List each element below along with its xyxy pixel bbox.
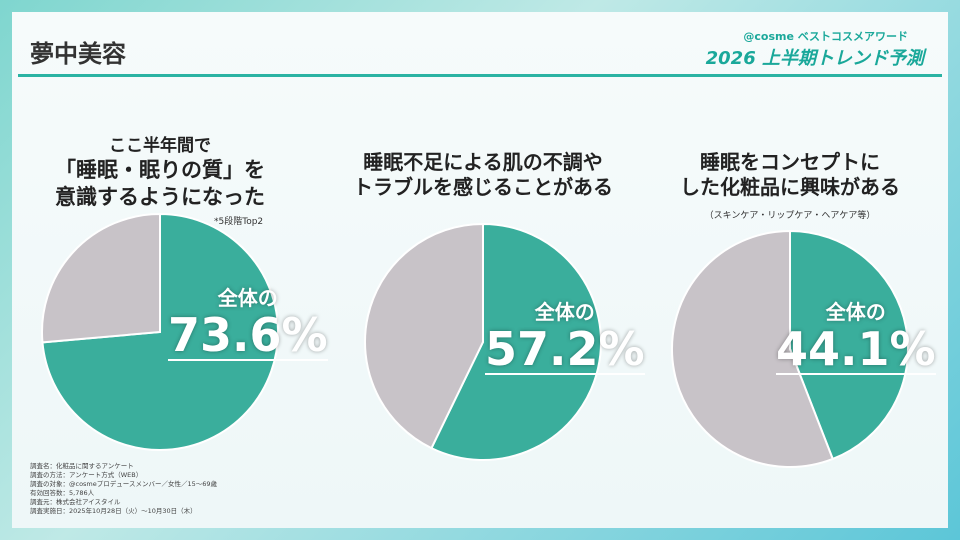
pie-slice-yes <box>789 229 909 461</box>
pie-slice-yes <box>430 222 602 461</box>
brand-line: @cosme ベストコスメアワード <box>743 30 908 43</box>
question-line: 意識するようになった <box>55 184 265 209</box>
pie-slice-other <box>41 212 161 344</box>
value-text: 44.1% <box>776 322 936 376</box>
survey-line: 調査実施日：2025年10月28日（火）～10月30日（木） <box>30 507 197 516</box>
value-label-3: 全体の 44.1% <box>776 296 936 376</box>
survey-line: 調査の対象：@cosmeプロデュースメンバー／女性／15～69歳 <box>30 480 217 489</box>
survey-line: 調査の方法：アンケート方式（WEB） <box>30 471 143 480</box>
pie-slice-other <box>364 222 484 450</box>
pie-slice-other <box>671 229 835 468</box>
brand-logo: @cosme ベストコスメアワード 2026 上半期トレンド予測 <box>706 28 924 70</box>
label-prefix: 全体の <box>534 300 595 324</box>
header-divider <box>18 74 942 77</box>
survey-line: 調査元：株式会社アイスタイル <box>30 498 121 507</box>
value-text: 57.2% <box>485 322 645 376</box>
question-line: 睡眠不足による肌の不調や <box>363 150 603 174</box>
question-line: 「睡眠・眠りの質」を <box>55 158 265 183</box>
pie-chart-3 <box>671 229 909 468</box>
value-text: 73.6% <box>168 308 328 362</box>
question-line: した化粧品に興味がある <box>680 175 900 199</box>
question-3: 睡眠をコンセプトに した化粧品に興味がある <box>650 150 930 200</box>
value-label-2: 全体の 57.2% <box>485 296 645 376</box>
footnote: （スキンケア・リップケア・ヘアケア等） <box>704 211 876 221</box>
question-line: 睡眠をコンセプトに <box>700 150 880 174</box>
pie-chart-2 <box>364 222 602 461</box>
pie-chart-1 <box>41 212 279 451</box>
question-2: 睡眠不足による肌の不調や トラブルを感じることがある <box>323 150 643 200</box>
survey-info: 調査名：化粧品に関するアンケート 調査の方法：アンケート方式（WEB） 調査の対… <box>30 462 217 517</box>
question-line: トラブルを感じることがある <box>353 175 613 199</box>
page-title: 夢中美容 <box>30 40 126 68</box>
question-1: ここ半年間で 「睡眠・眠りの質」を 意識するようになった <box>40 136 280 210</box>
value-label-1: 全体の 73.6% <box>168 282 328 362</box>
footnote: *5段階Top2 <box>214 217 264 227</box>
label-prefix: 全体の <box>217 286 278 310</box>
brand-title: 2026 上半期トレンド予測 <box>705 48 924 69</box>
survey-line: 調査名：化粧品に関するアンケート <box>30 462 134 470</box>
question-line: ここ半年間で <box>109 136 211 156</box>
label-prefix: 全体の <box>825 300 886 324</box>
survey-line: 有効回答数：5,786人 <box>30 489 95 498</box>
